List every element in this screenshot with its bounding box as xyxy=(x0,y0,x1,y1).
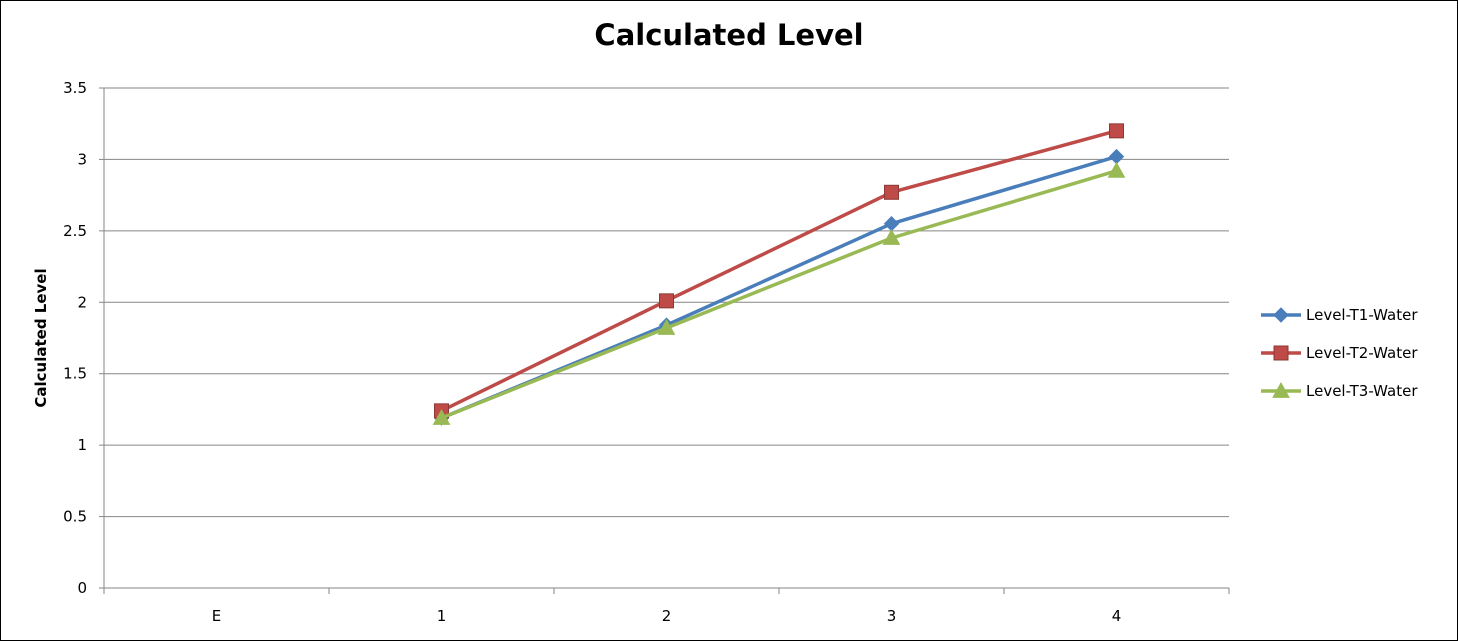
y-tick-label: 0.5 xyxy=(63,508,87,526)
y-tick-label: 3.5 xyxy=(63,79,87,97)
x-tick-label: 3 xyxy=(887,607,897,625)
gridlines xyxy=(104,87,1229,518)
data-point-marker xyxy=(883,216,900,232)
series-3 xyxy=(432,161,1126,425)
y-tick-label: 1.5 xyxy=(63,365,87,383)
series-line xyxy=(440,129,1117,413)
y-tick-label: 1 xyxy=(77,436,87,454)
axes xyxy=(99,87,1230,594)
x-tick-label: 1 xyxy=(437,607,447,625)
legend: Level-T1-Water Level-T2-Water Level-T3-Wat… xyxy=(1261,306,1418,400)
data-point-marker xyxy=(884,184,899,200)
legend-item: Level-T3-Water xyxy=(1261,381,1418,400)
x-tick-label: 4 xyxy=(1112,607,1122,625)
y-tick-label: 3 xyxy=(77,150,87,168)
y-tick-label: 2 xyxy=(77,293,87,311)
y-tick-labels: 0 0.5 1 1.5 2 2.5 3 3.5 xyxy=(63,79,87,597)
data-point-marker xyxy=(1109,123,1124,139)
legend-item: Level-T2-Water xyxy=(1261,344,1418,362)
legend-label: Level-T1-Water xyxy=(1306,306,1418,324)
series-line xyxy=(440,169,1118,420)
data-point-marker xyxy=(1107,161,1126,178)
data-point-marker xyxy=(1272,381,1290,398)
series-1 xyxy=(433,148,1125,426)
x-tick-labels: E 1 2 3 4 xyxy=(212,607,1122,625)
data-point-marker xyxy=(432,408,451,425)
legend-item: Level-T1-Water xyxy=(1261,306,1418,324)
y-tick-label: 0 xyxy=(77,579,87,597)
data-point-marker xyxy=(657,318,676,335)
data-point-marker xyxy=(1108,148,1125,165)
x-tick-label: 2 xyxy=(662,607,672,625)
legend-label: Level-T3-Water xyxy=(1306,382,1418,400)
chart-title: Calculated Level xyxy=(594,18,864,52)
y-tick-label: 2.5 xyxy=(63,222,87,240)
legend-label: Level-T2-Water xyxy=(1306,344,1418,362)
data-point-marker xyxy=(1273,307,1289,323)
series-lines xyxy=(432,123,1126,426)
data-point-marker xyxy=(659,293,674,309)
data-point-marker xyxy=(1273,345,1289,361)
x-tick-label: E xyxy=(212,607,221,625)
data-point-marker xyxy=(882,228,901,245)
